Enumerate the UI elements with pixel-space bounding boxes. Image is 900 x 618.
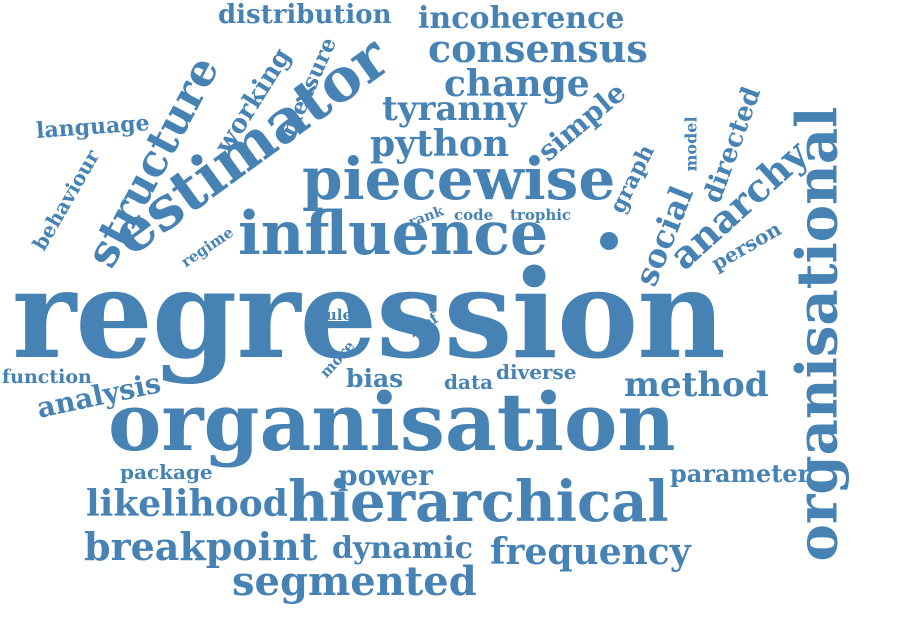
- word-change: change: [444, 63, 590, 105]
- word-organisation: organisation: [108, 375, 676, 469]
- word-breakpoint: breakpoint: [84, 524, 318, 569]
- word-piecewise: piecewise: [302, 145, 616, 213]
- word-incoherence: incoherence: [418, 1, 625, 36]
- word-package: package: [120, 460, 213, 484]
- word-trophic: trophic: [510, 206, 572, 224]
- word-segmented: segmented: [232, 558, 477, 605]
- word-data: data: [444, 370, 494, 394]
- word-regression: regression: [12, 242, 726, 386]
- word-function: function: [2, 366, 92, 388]
- word-consensus: consensus: [428, 26, 648, 71]
- word-hierarchical: hierarchical: [288, 469, 669, 535]
- word-method: method: [624, 365, 769, 405]
- word-power: power: [338, 459, 433, 492]
- word-model: model: [681, 116, 701, 172]
- word-parameter: parameter: [670, 459, 811, 488]
- word-bias: bias: [346, 364, 404, 393]
- word-code: code: [454, 206, 494, 224]
- word-diverse: diverse: [496, 360, 577, 384]
- word-distribution: distribution: [218, 0, 392, 30]
- word-language: language: [35, 110, 151, 144]
- word-influence: influence: [238, 199, 549, 269]
- word-python: python: [370, 123, 510, 165]
- word-likelihood: likelihood: [86, 483, 288, 525]
- dot-mark: [600, 232, 618, 250]
- word-dynamic: dynamic: [332, 531, 474, 566]
- word-rule: rule: [318, 306, 353, 324]
- word-frequency: frequency: [490, 531, 691, 573]
- word-tyranny: tyranny: [382, 89, 527, 129]
